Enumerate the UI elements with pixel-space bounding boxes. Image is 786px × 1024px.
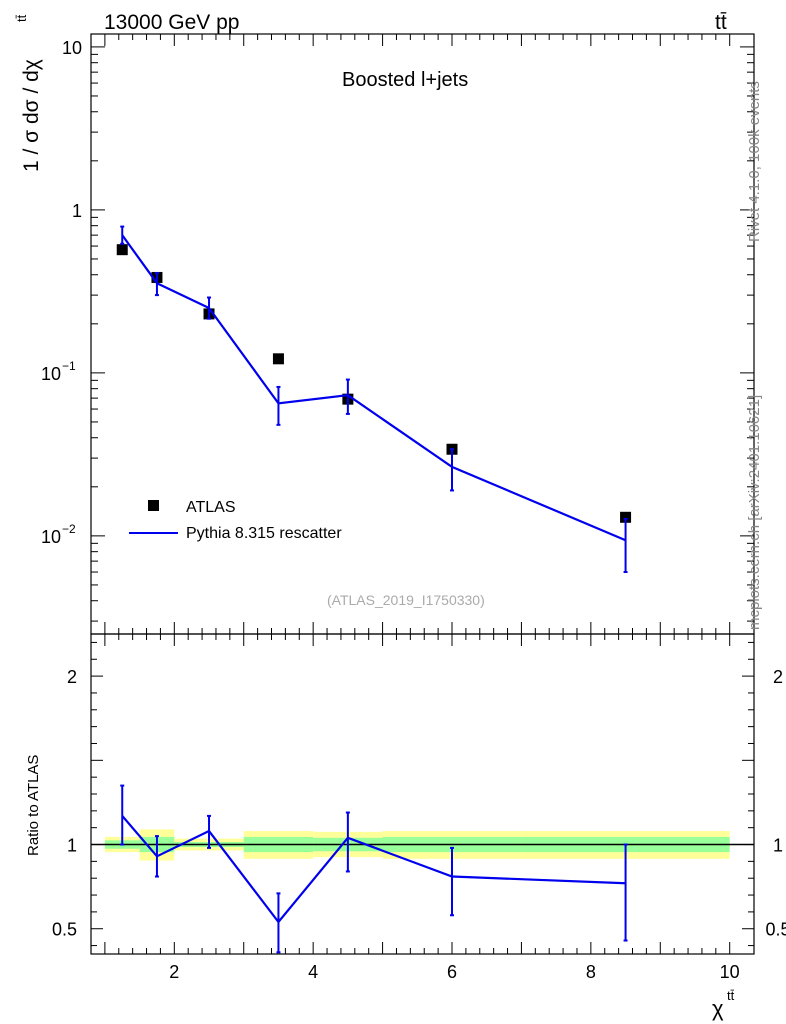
ratio-y-tick-label: 2 (67, 667, 77, 687)
x-tick-label: 4 (308, 962, 318, 982)
analysis-id: (ATLAS_2019_I1750330) (327, 592, 485, 608)
x-tick-label: 2 (169, 962, 179, 982)
ratio-y-tick-label: 0.5 (52, 920, 77, 940)
x-tick-label: 10 (720, 962, 740, 982)
main-ylabel-text: 1 / σ dσ / dχ (20, 59, 43, 172)
legend-mc-label: Pythia 8.315 rescatter (186, 525, 342, 542)
mcplots-label: mcplots.cern.ch [arXiv:2401.10621] (746, 394, 763, 630)
energy-label: 13000 GeV pp (104, 11, 239, 34)
legend-data-label: ATLAS (186, 499, 236, 516)
chart-marks (91, 225, 754, 954)
chart-title: Boosted l+jets (342, 69, 468, 91)
main-ylabel: 1 / σ dσ / dχ tt̄ (14, 14, 43, 172)
xlabel: χ (712, 996, 724, 1021)
mc-series-line (121, 234, 626, 542)
atlas-data-point (272, 353, 284, 365)
ratio-y-tick-label: 1 (67, 836, 77, 856)
ratio-ylabel: Ratio to ATLAS (25, 755, 42, 856)
axis-ticks (91, 34, 754, 954)
main-y-tick-label: 10 (41, 527, 61, 547)
main-y-tick-label-exponent: −1 (62, 359, 76, 373)
process-label: tt̄ (715, 11, 727, 34)
ratio-ylabel-text: Ratio to ATLAS (25, 755, 42, 856)
atlas-data-point (116, 244, 128, 256)
plot-frames (90, 33, 755, 955)
ratio-y-tick-label-right: 1 (773, 836, 783, 856)
main-y-tick-label-exponent: −2 (62, 522, 76, 536)
legend-data-marker (148, 500, 159, 511)
ratio-y-tick-label-right: 2 (773, 667, 783, 687)
main-y-tick-label: 10 (41, 364, 61, 384)
main-y-tick-label: 10 (62, 38, 82, 58)
main-y-tick-label: 1 (72, 201, 82, 221)
ratio-frame (90, 633, 755, 955)
main-ylabel-sup: tt̄ (14, 14, 29, 22)
x-tick-label: 8 (586, 962, 596, 982)
xlabel-sup: tt̄ (727, 988, 735, 1003)
rivet-version-label: Rivet 4.1.0, 100k events (746, 81, 763, 242)
ratio-y-tick-label-right: 0.5 (765, 920, 786, 940)
main-frame (90, 33, 755, 635)
x-tick-label: 6 (447, 962, 457, 982)
atlas-data-point (620, 511, 632, 523)
